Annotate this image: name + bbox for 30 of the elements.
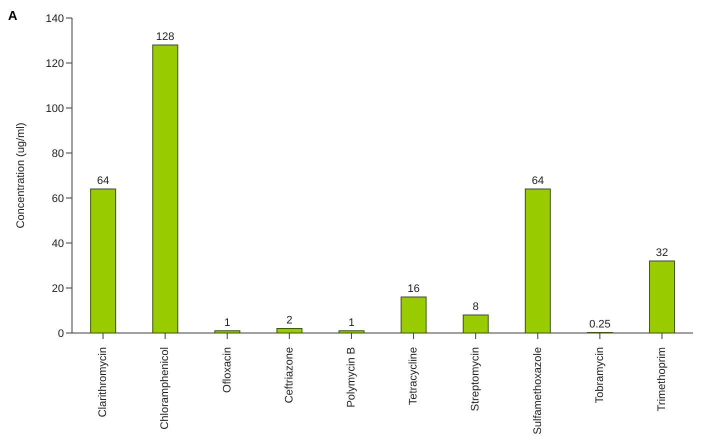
data-label: 32 [656,247,668,259]
y-tick-label: 140 [46,12,64,25]
x-tick-label: Trimethoprim [656,347,668,412]
x-tick-label: Polymycin B [345,347,358,408]
text: A [8,8,18,23]
data-label: 2 [286,314,292,326]
data-label: 128 [156,31,174,43]
x-tick-label: Streptomycin [470,347,482,412]
y-tick-label: 20 [52,282,64,295]
y-tick-label: 40 [52,238,64,250]
x-tick-label: Ofloxacin [221,347,234,393]
data-label: 1 [224,316,230,329]
x-tick-label: Ceftriazone [283,347,296,404]
x-tick-label: Clarithromycin [97,347,110,418]
x-tick-label: Sulfamethoxazole [532,347,544,434]
x-tick-label: Tobramycin [594,347,606,404]
y-tick-label: 60 [52,192,64,205]
y-tick-label: 0 [58,328,64,340]
data-label: 16 [408,283,420,295]
data-label: 64 [532,175,544,187]
x-tick-label: Chloramphenicol [159,347,172,430]
data-label: 0.25 [589,318,611,330]
data-label: 64 [97,175,110,187]
y-tick-label: 120 [46,58,64,70]
y-axis-title: Concentration (ug/ml) [14,122,27,228]
data-label: 8 [472,301,479,313]
x-tick-label: Tetracycline [408,347,420,406]
y-tick-label: 100 [46,102,64,115]
y-tick-label: 80 [52,148,64,160]
data-label: 1 [348,316,355,329]
